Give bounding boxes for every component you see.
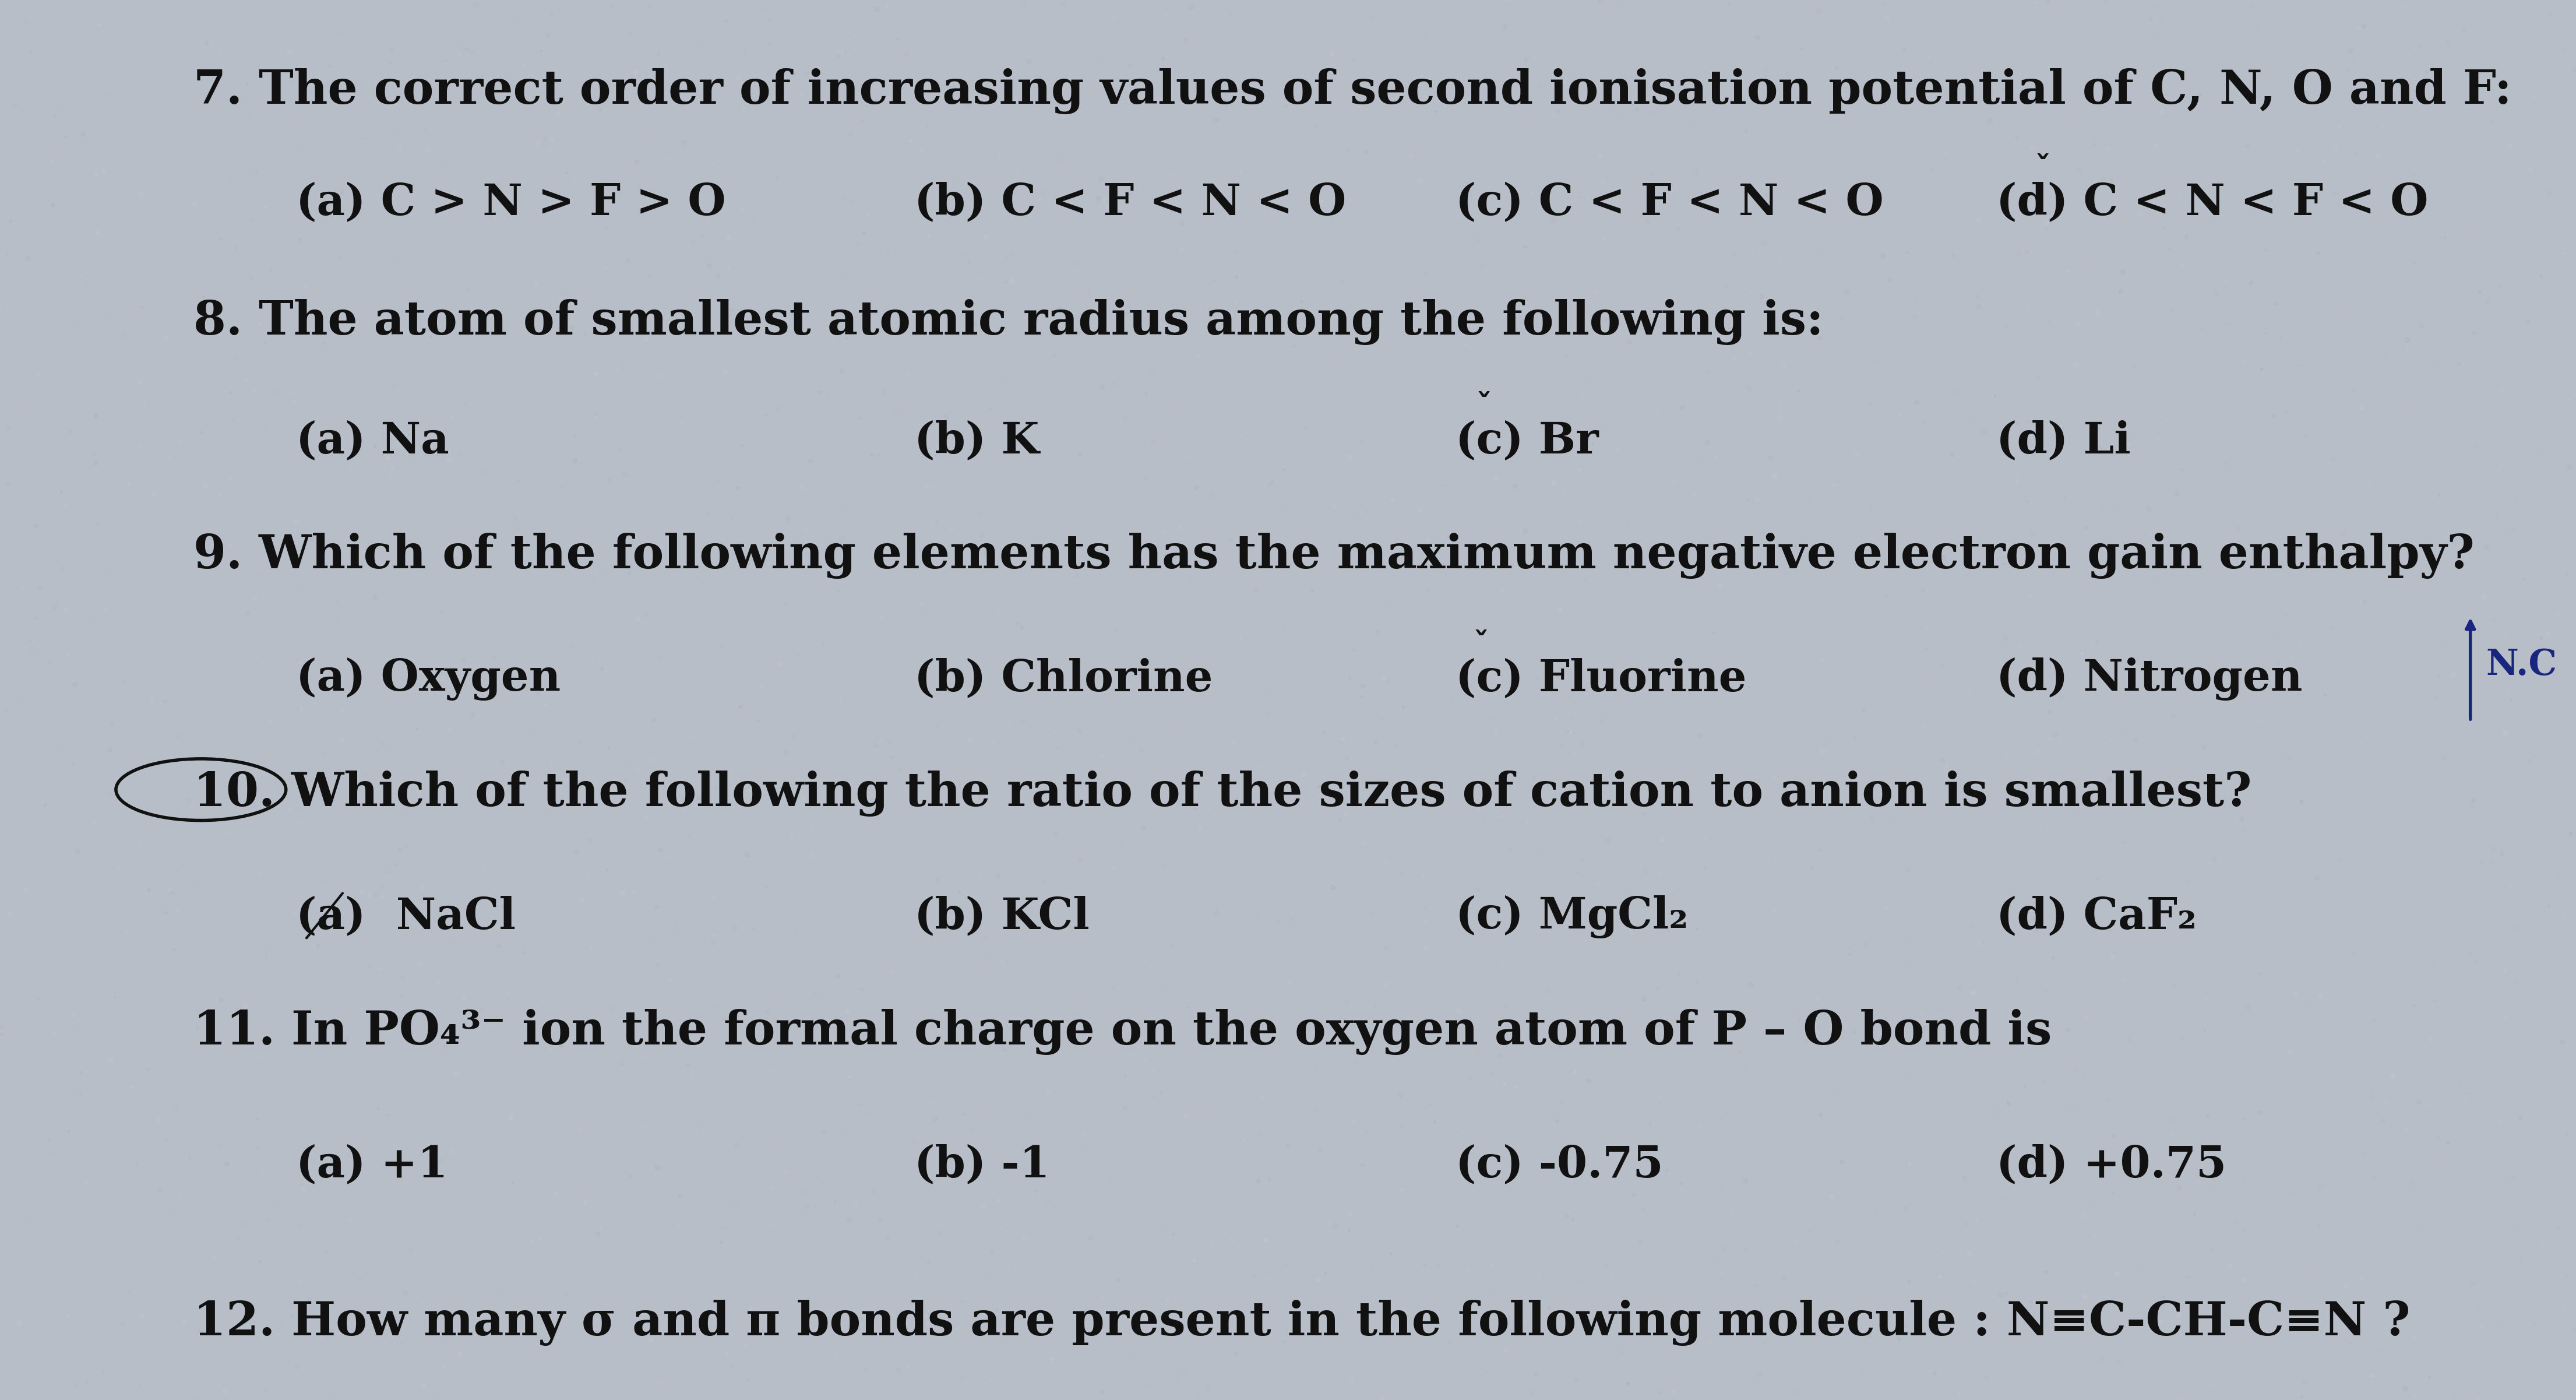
Text: (c) C < F < N < O: (c) C < F < N < O bbox=[1455, 182, 1883, 224]
Text: (d) Nitrogen: (d) Nitrogen bbox=[1996, 658, 2303, 700]
Text: (a)  NaCl: (a) NaCl bbox=[296, 896, 515, 938]
Text: (d) +0.75: (d) +0.75 bbox=[1996, 1144, 2226, 1186]
Text: (b) KCl: (b) KCl bbox=[914, 896, 1090, 938]
Text: 10. Which of the following the ratio of the sizes of cation to anion is smallest: 10. Which of the following the ratio of … bbox=[193, 771, 2251, 816]
Text: ˇ: ˇ bbox=[2035, 154, 2050, 185]
Text: (a) Na: (a) Na bbox=[296, 420, 448, 462]
Text: (c) Br: (c) Br bbox=[1455, 420, 1600, 462]
Text: (a) +1: (a) +1 bbox=[296, 1144, 448, 1186]
Text: 11. In PO₄³⁻ ion the formal charge on the oxygen atom of P – O bond is: 11. In PO₄³⁻ ion the formal charge on th… bbox=[193, 1009, 2050, 1054]
Text: (d) Li: (d) Li bbox=[1996, 420, 2130, 462]
Text: (b) C < F < N < O: (b) C < F < N < O bbox=[914, 182, 1347, 224]
Text: 7. The correct order of increasing values of second ionisation potential of C, N: 7. The correct order of increasing value… bbox=[193, 69, 2512, 113]
Text: (a) Oxygen: (a) Oxygen bbox=[296, 658, 562, 700]
Text: 12. How many σ and π bonds are present in the following molecule : N≡C-CH-C≡N ?: 12. How many σ and π bonds are present i… bbox=[193, 1301, 2411, 1345]
Text: 8. The atom of smallest atomic radius among the following is:: 8. The atom of smallest atomic radius am… bbox=[193, 300, 1824, 344]
Text: N.C: N.C bbox=[2486, 648, 2558, 682]
Text: (d) CaF₂: (d) CaF₂ bbox=[1996, 896, 2197, 938]
Text: (b) K: (b) K bbox=[914, 420, 1041, 462]
Text: ˇ: ˇ bbox=[1476, 392, 1492, 423]
Text: (a) C > N > F > O: (a) C > N > F > O bbox=[296, 182, 726, 224]
Text: 9. Which of the following elements has the maximum negative electron gain enthal: 9. Which of the following elements has t… bbox=[193, 533, 2473, 578]
Text: (b) Chlorine: (b) Chlorine bbox=[914, 658, 1213, 700]
Text: (d) C < N < F < O: (d) C < N < F < O bbox=[1996, 182, 2429, 224]
Text: (c) -0.75: (c) -0.75 bbox=[1455, 1144, 1664, 1186]
Text: (c) MgCl₂: (c) MgCl₂ bbox=[1455, 896, 1687, 938]
Text: (c) Fluorine: (c) Fluorine bbox=[1455, 658, 1747, 700]
Text: ˇ: ˇ bbox=[1473, 630, 1489, 661]
Text: (b) -1: (b) -1 bbox=[914, 1144, 1051, 1186]
